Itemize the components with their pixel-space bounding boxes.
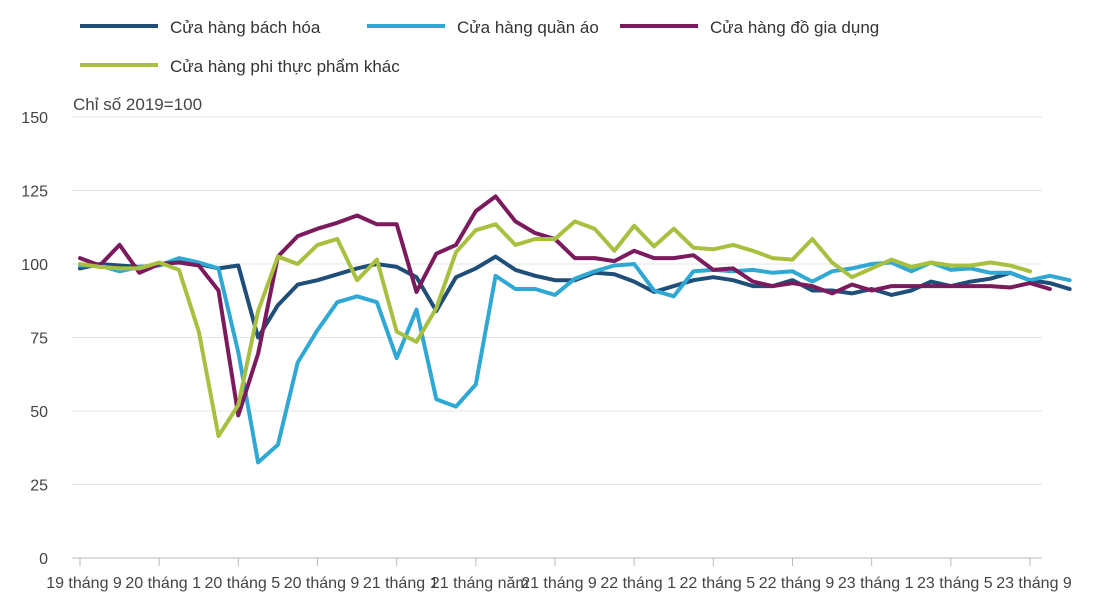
x-tick-label: 19 tháng 9 [46, 575, 122, 592]
y-tick-label: 25 [30, 478, 48, 495]
legend: Cửa hàng bách hóa Cửa hàng quần áo Cửa h… [80, 18, 879, 76]
legend-item-household-goods-stores[interactable]: Cửa hàng đồ gia dụng [620, 18, 879, 37]
x-tick-label: 22 tháng 5 [680, 575, 756, 592]
x-tick-label: 21 tháng 1 [363, 575, 439, 592]
legend-label: Cửa hàng bách hóa [170, 18, 321, 37]
y-tick-label: 75 [30, 331, 48, 348]
series-line-4 [78, 219, 1032, 438]
x-tick-label: 22 tháng 9 [759, 575, 835, 592]
x-tick-label: 23 tháng 9 [996, 575, 1072, 592]
legend-label: Cửa hàng đồ gia dụng [710, 18, 879, 37]
x-tick-label: 22 tháng 1 [600, 575, 676, 592]
y-tick-label: 50 [30, 404, 48, 421]
x-tick-label: 21 tháng năm [431, 575, 529, 592]
x-tick-label: 23 tháng 5 [917, 575, 993, 592]
y-tick-label: 150 [21, 110, 48, 127]
y-tick-label: 0 [39, 551, 48, 568]
y-axis-label: Chỉ số 2019=100 [73, 95, 202, 114]
x-tick-label: 20 tháng 5 [205, 575, 281, 592]
legend-label: Cửa hàng phi thực phẩm khác [170, 57, 400, 76]
x-tick-label: 23 tháng 1 [838, 575, 914, 592]
x-tick-label: 21 tháng 9 [521, 575, 597, 592]
legend-item-other-non-food-stores[interactable]: Cửa hàng phi thực phẩm khác [80, 57, 400, 76]
series-line-3 [78, 194, 1052, 418]
x-tick-label: 20 tháng 9 [284, 575, 360, 592]
legend-item-department-stores[interactable]: Cửa hàng bách hóa [80, 18, 321, 37]
y-tick-label: 100 [21, 257, 48, 274]
gridlines [72, 116, 1042, 559]
legend-item-clothing-stores[interactable]: Cửa hàng quần áo [367, 18, 599, 37]
legend-label: Cửa hàng quần áo [457, 18, 599, 37]
x-tick-label: 20 tháng 1 [125, 575, 201, 592]
y-tick-label: 125 [21, 184, 48, 201]
x-axis: 19 tháng 9 20 tháng 1 20 tháng 5 20 tháng 9… [46, 558, 1072, 592]
series-lines [78, 194, 1072, 465]
y-axis-ticks: 0 25 50 75 100 125 150 [21, 110, 48, 568]
